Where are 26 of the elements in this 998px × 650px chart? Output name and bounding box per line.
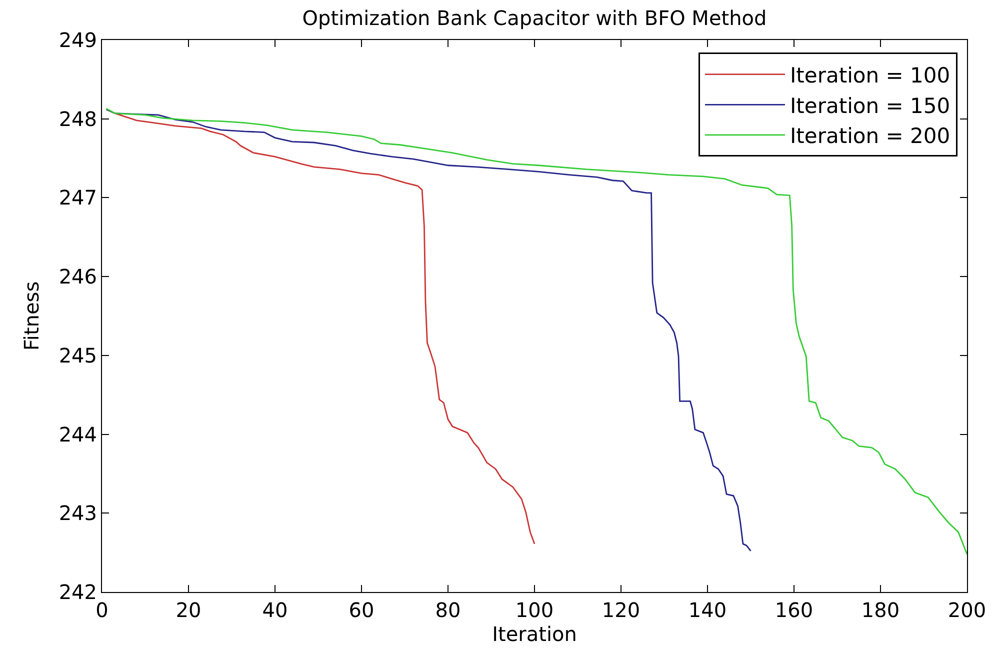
x-tick-label: 160 (774, 598, 814, 622)
x-tick-label: 100 (515, 598, 554, 622)
x-tick-label: 200 (948, 598, 986, 622)
legend-label: Iteration = 200 (790, 124, 950, 148)
x-tick-label: 180 (861, 598, 900, 622)
x-tick-label: 60 (348, 598, 374, 622)
y-axis-title: Fitness (19, 281, 44, 351)
chart-title: Optimization Bank Capacitor with BFO Method (302, 6, 767, 30)
x-tick-label: 80 (435, 598, 461, 622)
x-axis-title: Iteration (492, 622, 577, 646)
y-tick-label: 245 (58, 343, 97, 368)
y-tick-label: 242 (58, 580, 97, 604)
x-tick-label: 120 (602, 598, 640, 622)
legend-label: Iteration = 150 (790, 94, 950, 118)
x-tick-label: 0 (96, 598, 108, 622)
y-tick-label: 246 (58, 264, 97, 289)
x-tick-label: 20 (176, 598, 202, 622)
y-tick-label: 244 (58, 422, 97, 446)
y-tick-label: 249 (58, 28, 97, 52)
line-series (106, 108, 752, 552)
y-tick-label: 247 (58, 186, 97, 210)
y-tick-label: 243 (58, 501, 97, 526)
x-tick-label: 40 (262, 598, 288, 622)
x-tick-label: 140 (688, 598, 727, 622)
legend-label: Iteration = 100 (790, 64, 950, 88)
y-tick-label: 248 (58, 106, 97, 131)
